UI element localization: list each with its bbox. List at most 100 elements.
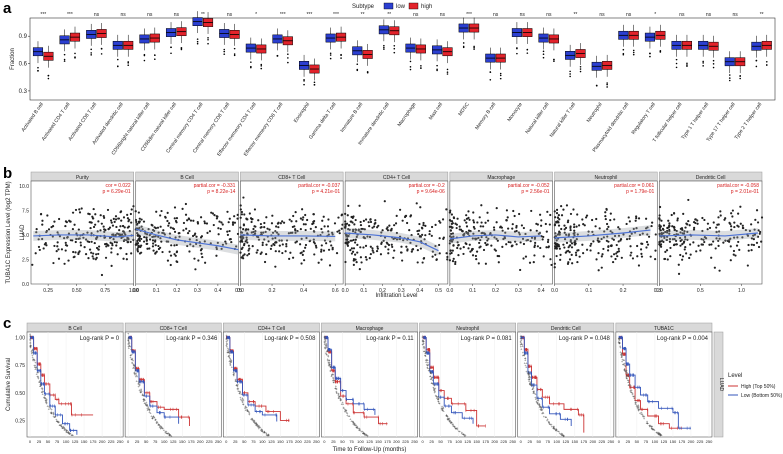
scatter-point xyxy=(658,214,661,217)
box-outlier xyxy=(409,60,412,63)
scatter-point xyxy=(685,252,688,255)
scatter-point xyxy=(732,249,736,253)
scatter-point xyxy=(302,250,305,253)
scatter-point xyxy=(191,234,195,238)
box-outlier xyxy=(276,55,279,57)
scatter-point xyxy=(346,241,349,244)
scatter-point xyxy=(581,218,584,221)
scatter-point xyxy=(477,262,480,265)
scatter-point xyxy=(254,225,257,228)
scatter-point xyxy=(320,258,323,261)
scatter-point xyxy=(240,247,243,251)
facet-title: Neutrophil xyxy=(595,175,618,181)
scatter-point xyxy=(246,232,249,235)
scatter-point xyxy=(471,237,474,240)
scatter-point xyxy=(354,253,357,256)
legend-title: Level xyxy=(728,373,742,379)
box-outlier xyxy=(569,70,571,73)
box-outlier xyxy=(420,67,422,69)
box-outlier xyxy=(409,68,412,71)
scatter-point xyxy=(737,212,740,215)
scatter-point xyxy=(132,238,135,241)
scatter-point xyxy=(439,221,442,224)
scatter-point xyxy=(160,240,163,243)
scatter-point xyxy=(606,228,609,231)
scatter-point xyxy=(462,246,465,249)
scatter-point xyxy=(486,239,489,242)
scatter-point xyxy=(576,233,579,236)
scatter-point xyxy=(246,241,249,244)
category-label-memory-b-cell: Memory B cell xyxy=(474,102,497,131)
scatter-point xyxy=(558,218,561,221)
scatter-point xyxy=(504,231,507,234)
scatter-point xyxy=(719,210,722,213)
scatter-point xyxy=(616,255,619,258)
scatter-point xyxy=(195,235,198,238)
box-outlier xyxy=(499,74,502,77)
scatter-point xyxy=(344,223,347,226)
scatter-point xyxy=(216,241,219,244)
box-outlier xyxy=(728,74,731,76)
scatter-point xyxy=(215,254,218,257)
scatter-point xyxy=(110,221,113,224)
scatter-point xyxy=(422,257,425,260)
scatter-point xyxy=(518,233,521,236)
scatter-point xyxy=(344,220,347,223)
scatter-point xyxy=(406,221,409,225)
x-tick-label: 25 xyxy=(37,439,42,444)
box-low-memory-b-cell xyxy=(485,47,496,81)
scatter-point xyxy=(269,247,273,251)
scatter-point xyxy=(404,214,407,218)
scatter-point xyxy=(368,235,372,239)
scatter-point xyxy=(175,217,179,220)
scatter-point xyxy=(217,233,220,236)
category-label-macrophage: Macrophage xyxy=(397,102,418,128)
scatter-point xyxy=(450,226,454,229)
scatter-point xyxy=(226,230,229,233)
scatter-point xyxy=(145,238,148,241)
scatter-point xyxy=(114,218,118,221)
scatter-point xyxy=(175,243,178,247)
scatter-point xyxy=(312,230,316,233)
scatter-point xyxy=(208,230,212,233)
scatter-point xyxy=(530,209,533,213)
scatter-point xyxy=(730,212,733,215)
x-tick-label: 125 xyxy=(366,439,373,444)
scatter-point xyxy=(573,223,576,226)
box-outlier xyxy=(686,64,688,66)
scatter-point xyxy=(270,222,274,225)
scatter-point xyxy=(419,235,423,238)
scatter-point xyxy=(206,231,209,234)
legend-label-low: Low (Bottom 50%) xyxy=(741,393,782,399)
x-tick-label: 250 xyxy=(411,439,418,444)
scatter-point xyxy=(235,245,238,248)
category-label-type-2-t-helper-cell: Type 2 T helper cell xyxy=(733,102,763,141)
box-outlier xyxy=(649,55,651,58)
scatter-point xyxy=(430,234,433,237)
scatter-point xyxy=(514,240,517,243)
scatter-point xyxy=(630,251,633,254)
scatter-point xyxy=(741,226,745,230)
scatter-point xyxy=(296,230,299,233)
scatter-point xyxy=(358,204,361,207)
scatter-point xyxy=(103,236,106,239)
scatter-point xyxy=(595,217,598,221)
scatter-point xyxy=(166,211,169,214)
scatter-point xyxy=(294,211,297,214)
scatter-point xyxy=(350,252,354,255)
scatter-point xyxy=(520,224,524,227)
scatter-point xyxy=(309,227,312,230)
scatter-point xyxy=(386,229,390,232)
scatter-point xyxy=(350,247,354,250)
scatter-point xyxy=(216,215,219,218)
scatter-point xyxy=(617,226,620,229)
scatter-point xyxy=(446,255,449,259)
scatter-point xyxy=(201,255,204,259)
scatter-point xyxy=(383,236,387,239)
scatter-point xyxy=(515,229,518,233)
fit-confidence-band xyxy=(33,230,134,242)
box-outlier xyxy=(393,47,396,50)
y-tick-label: 0.25 xyxy=(15,418,25,424)
scatter-point xyxy=(472,232,475,235)
